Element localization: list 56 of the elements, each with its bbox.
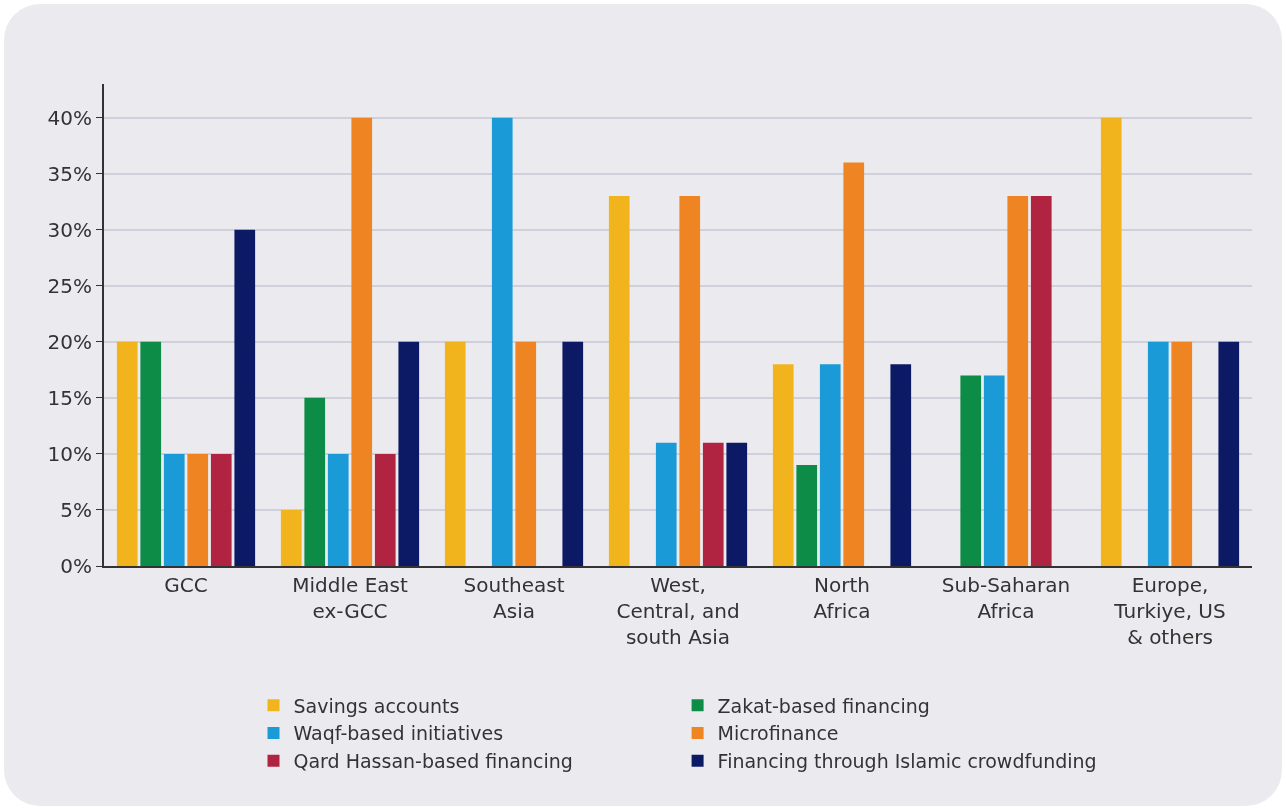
y-tick-label: 10% bbox=[47, 441, 92, 466]
bar bbox=[819, 364, 841, 566]
x-tick-label: Southeast Asia bbox=[463, 573, 565, 623]
y-tick-label: 5% bbox=[60, 497, 92, 522]
bar bbox=[140, 341, 162, 566]
legend-label: Waqf-based initiatives bbox=[293, 722, 504, 745]
legend-label: Financing through Islamic crowdfunding bbox=[717, 750, 1097, 773]
bar bbox=[843, 162, 865, 566]
bar bbox=[234, 229, 256, 566]
bar bbox=[210, 453, 232, 566]
bar bbox=[1007, 196, 1029, 566]
bar bbox=[491, 117, 513, 566]
bar bbox=[304, 397, 326, 566]
bar bbox=[983, 375, 1005, 566]
bar bbox=[890, 364, 912, 566]
x-tick-label: West, Central, and south Asia bbox=[616, 573, 740, 649]
bar bbox=[280, 509, 302, 566]
y-tick-label: 20% bbox=[47, 329, 92, 354]
y-tick-label: 0% bbox=[60, 554, 92, 578]
bar bbox=[116, 341, 138, 566]
bar bbox=[1147, 341, 1169, 566]
y-tick-label: 15% bbox=[47, 385, 92, 410]
bar bbox=[374, 453, 396, 566]
legend-label: Qard Hassan-based financing bbox=[293, 750, 573, 773]
bar bbox=[351, 117, 373, 566]
bar bbox=[655, 442, 677, 566]
bar bbox=[444, 341, 466, 566]
x-tick-label: GCC bbox=[164, 573, 208, 597]
y-tick-label: 30% bbox=[47, 217, 92, 242]
bar bbox=[1171, 341, 1193, 566]
x-tick-label: Europe, Turkiye, US & others bbox=[1113, 573, 1226, 649]
x-tick-label: Sub-Saharan Africa bbox=[941, 573, 1071, 623]
bar bbox=[608, 196, 630, 566]
bar bbox=[163, 453, 185, 566]
legend-label: Savings accounts bbox=[293, 694, 460, 717]
bar bbox=[187, 453, 209, 566]
bar bbox=[772, 364, 794, 566]
bar bbox=[796, 465, 818, 566]
legend-label: Zakat-based financing bbox=[717, 694, 930, 717]
x-tick-label: Middle East ex-GCC bbox=[292, 573, 408, 623]
bar bbox=[398, 341, 420, 566]
bar bbox=[515, 341, 537, 566]
y-tick-label: 35% bbox=[47, 161, 92, 186]
bar bbox=[327, 453, 349, 566]
legend-label: Microfinance bbox=[717, 722, 839, 745]
bar bbox=[1100, 117, 1122, 566]
bar bbox=[1030, 196, 1052, 566]
bar bbox=[679, 196, 701, 566]
y-tick-label: 40% bbox=[47, 105, 92, 130]
bar bbox=[1218, 341, 1240, 566]
bar bbox=[726, 442, 748, 566]
y-tick-label: 25% bbox=[47, 273, 92, 298]
bar bbox=[702, 442, 724, 566]
bar bbox=[562, 341, 584, 566]
bar bbox=[960, 375, 982, 566]
x-tick-label: North Africa bbox=[813, 573, 871, 623]
